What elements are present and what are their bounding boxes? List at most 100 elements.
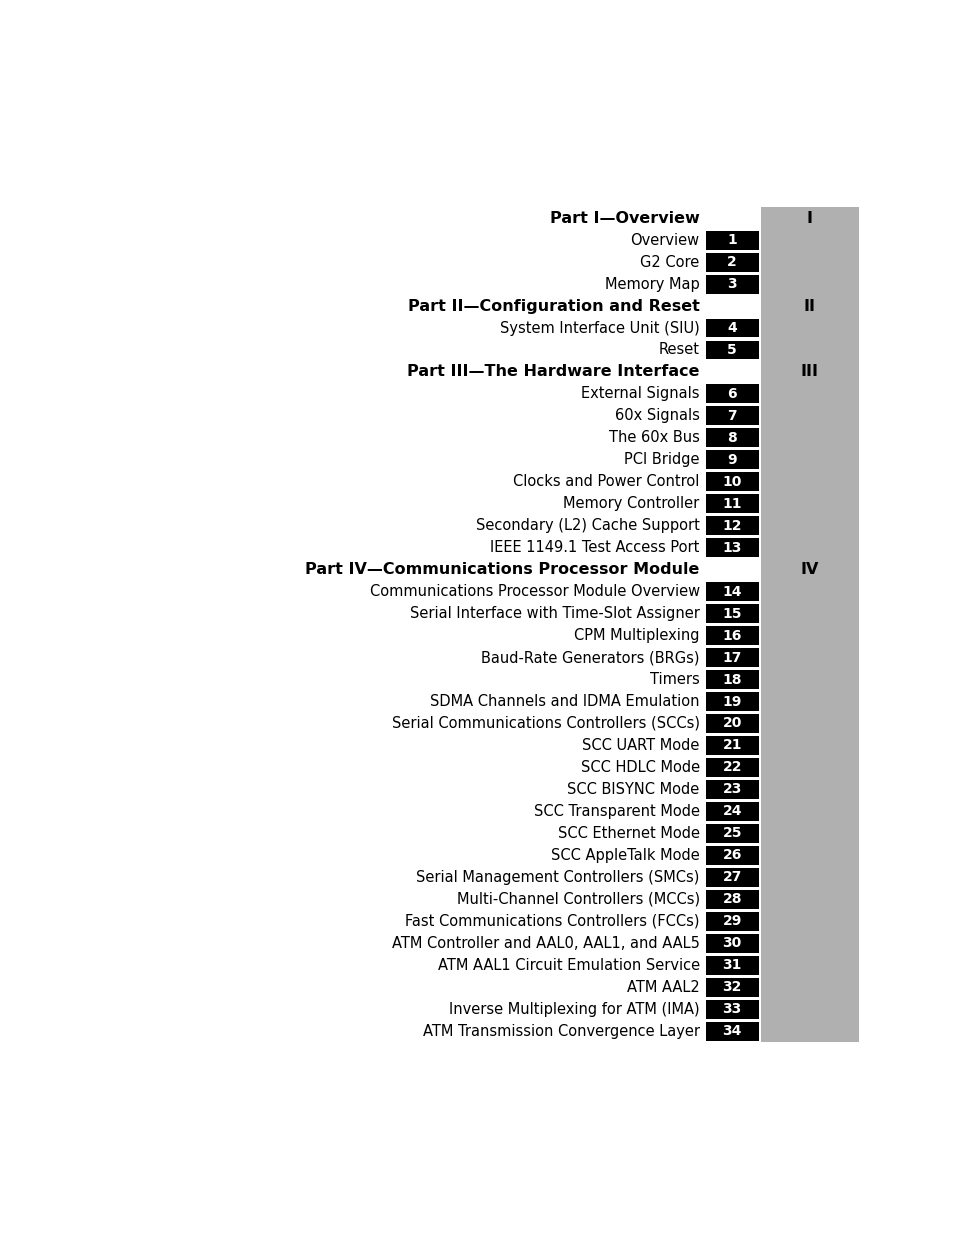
Text: 25: 25 <box>721 826 741 840</box>
Text: 5: 5 <box>726 343 737 357</box>
Bar <box>705 231 758 249</box>
Bar <box>705 868 758 887</box>
Bar <box>705 472 758 492</box>
Text: Part II—Configuration and Reset: Part II—Configuration and Reset <box>407 299 699 314</box>
Text: 28: 28 <box>721 892 741 906</box>
Text: Inverse Multiplexing for ATM (IMA): Inverse Multiplexing for ATM (IMA) <box>449 1002 699 1016</box>
Bar <box>705 824 758 842</box>
Bar <box>705 999 758 1019</box>
Text: SCC Ethernet Mode: SCC Ethernet Mode <box>558 826 699 841</box>
Text: ATM Transmission Convergence Layer: ATM Transmission Convergence Layer <box>422 1024 699 1039</box>
Bar <box>705 451 758 469</box>
Text: 13: 13 <box>721 541 741 555</box>
Bar <box>705 516 758 535</box>
Bar <box>705 956 758 974</box>
Bar <box>705 406 758 425</box>
Text: IV: IV <box>800 562 818 577</box>
Bar <box>705 846 758 864</box>
Text: 33: 33 <box>721 1002 741 1016</box>
Text: 15: 15 <box>721 606 741 621</box>
Text: 7: 7 <box>726 409 737 422</box>
Text: SCC UART Mode: SCC UART Mode <box>581 739 699 753</box>
Text: 20: 20 <box>721 716 741 730</box>
Bar <box>705 781 758 799</box>
Text: 10: 10 <box>721 474 741 489</box>
Bar <box>705 341 758 359</box>
Text: 26: 26 <box>721 848 741 862</box>
Text: Fast Communications Controllers (FCCs): Fast Communications Controllers (FCCs) <box>405 914 699 929</box>
Text: Serial Communications Controllers (SCCs): Serial Communications Controllers (SCCs) <box>392 716 699 731</box>
Text: 19: 19 <box>721 694 741 709</box>
Text: 22: 22 <box>721 761 741 774</box>
Bar <box>705 582 758 601</box>
Text: 30: 30 <box>721 936 741 950</box>
Text: Reset: Reset <box>658 342 699 357</box>
Text: Memory Controller: Memory Controller <box>563 496 699 511</box>
Text: Serial Interface with Time-Slot Assigner: Serial Interface with Time-Slot Assigner <box>410 606 699 621</box>
Text: Part IV—Communications Processor Module: Part IV—Communications Processor Module <box>305 562 699 577</box>
Bar <box>705 978 758 997</box>
Text: Serial Management Controllers (SMCs): Serial Management Controllers (SMCs) <box>416 869 699 884</box>
Text: ATM AAL1 Circuit Emulation Service: ATM AAL1 Circuit Emulation Service <box>437 957 699 973</box>
Text: Baud-Rate Generators (BRGs): Baud-Rate Generators (BRGs) <box>480 650 699 666</box>
Bar <box>705 934 758 952</box>
Bar <box>705 538 758 557</box>
Text: ATM AAL2: ATM AAL2 <box>626 979 699 994</box>
Text: Part III—The Hardware Interface: Part III—The Hardware Interface <box>407 364 699 379</box>
Bar <box>705 758 758 777</box>
Bar <box>705 736 758 755</box>
Text: 23: 23 <box>721 783 741 797</box>
Text: 34: 34 <box>721 1024 741 1039</box>
Text: ATM Controller and AAL0, AAL1, and AAL5: ATM Controller and AAL0, AAL1, and AAL5 <box>392 936 699 951</box>
Text: Multi-Channel Controllers (MCCs): Multi-Channel Controllers (MCCs) <box>456 892 699 906</box>
Text: SCC BISYNC Mode: SCC BISYNC Mode <box>567 782 699 797</box>
Bar <box>760 207 858 1042</box>
Text: CPM Multiplexing: CPM Multiplexing <box>574 629 699 643</box>
Text: II: II <box>803 299 815 314</box>
Text: 18: 18 <box>721 673 741 687</box>
Text: SDMA Channels and IDMA Emulation: SDMA Channels and IDMA Emulation <box>430 694 699 709</box>
Bar <box>705 604 758 624</box>
Bar <box>705 384 758 404</box>
Text: I: I <box>806 211 812 226</box>
Text: 24: 24 <box>721 804 741 819</box>
Text: 11: 11 <box>721 496 741 511</box>
Text: The 60x Bus: The 60x Bus <box>608 430 699 446</box>
Text: SCC Transparent Mode: SCC Transparent Mode <box>533 804 699 819</box>
Text: Clocks and Power Control: Clocks and Power Control <box>513 474 699 489</box>
Bar <box>705 429 758 447</box>
Bar <box>705 626 758 645</box>
Text: G2 Core: G2 Core <box>639 254 699 269</box>
Text: System Interface Unit (SIU): System Interface Unit (SIU) <box>499 321 699 336</box>
Text: Secondary (L2) Cache Support: Secondary (L2) Cache Support <box>476 519 699 534</box>
Text: 27: 27 <box>721 871 741 884</box>
Text: Part I—Overview: Part I—Overview <box>549 211 699 226</box>
Bar <box>705 494 758 514</box>
Text: SCC HDLC Mode: SCC HDLC Mode <box>580 760 699 774</box>
Text: Memory Map: Memory Map <box>604 277 699 291</box>
Text: 4: 4 <box>726 321 737 335</box>
Bar <box>705 648 758 667</box>
Bar <box>705 1021 758 1041</box>
Text: 31: 31 <box>721 958 741 972</box>
Text: PCI Bridge: PCI Bridge <box>623 452 699 467</box>
Text: Timers: Timers <box>649 672 699 687</box>
Text: 32: 32 <box>721 981 741 994</box>
Text: IEEE 1149.1 Test Access Port: IEEE 1149.1 Test Access Port <box>490 540 699 556</box>
Bar <box>705 714 758 732</box>
Text: 17: 17 <box>721 651 741 664</box>
Bar <box>705 253 758 272</box>
Text: 1: 1 <box>726 233 737 247</box>
Bar <box>705 274 758 294</box>
Text: 8: 8 <box>726 431 737 445</box>
Bar <box>705 692 758 711</box>
Text: 2: 2 <box>726 256 737 269</box>
Bar <box>705 802 758 821</box>
Text: 14: 14 <box>721 584 741 599</box>
Text: Communications Processor Module Overview: Communications Processor Module Overview <box>369 584 699 599</box>
Text: External Signals: External Signals <box>580 387 699 401</box>
Text: 21: 21 <box>721 739 741 752</box>
Text: 60x Signals: 60x Signals <box>614 409 699 424</box>
Bar <box>705 671 758 689</box>
Text: SCC AppleTalk Mode: SCC AppleTalk Mode <box>550 848 699 863</box>
